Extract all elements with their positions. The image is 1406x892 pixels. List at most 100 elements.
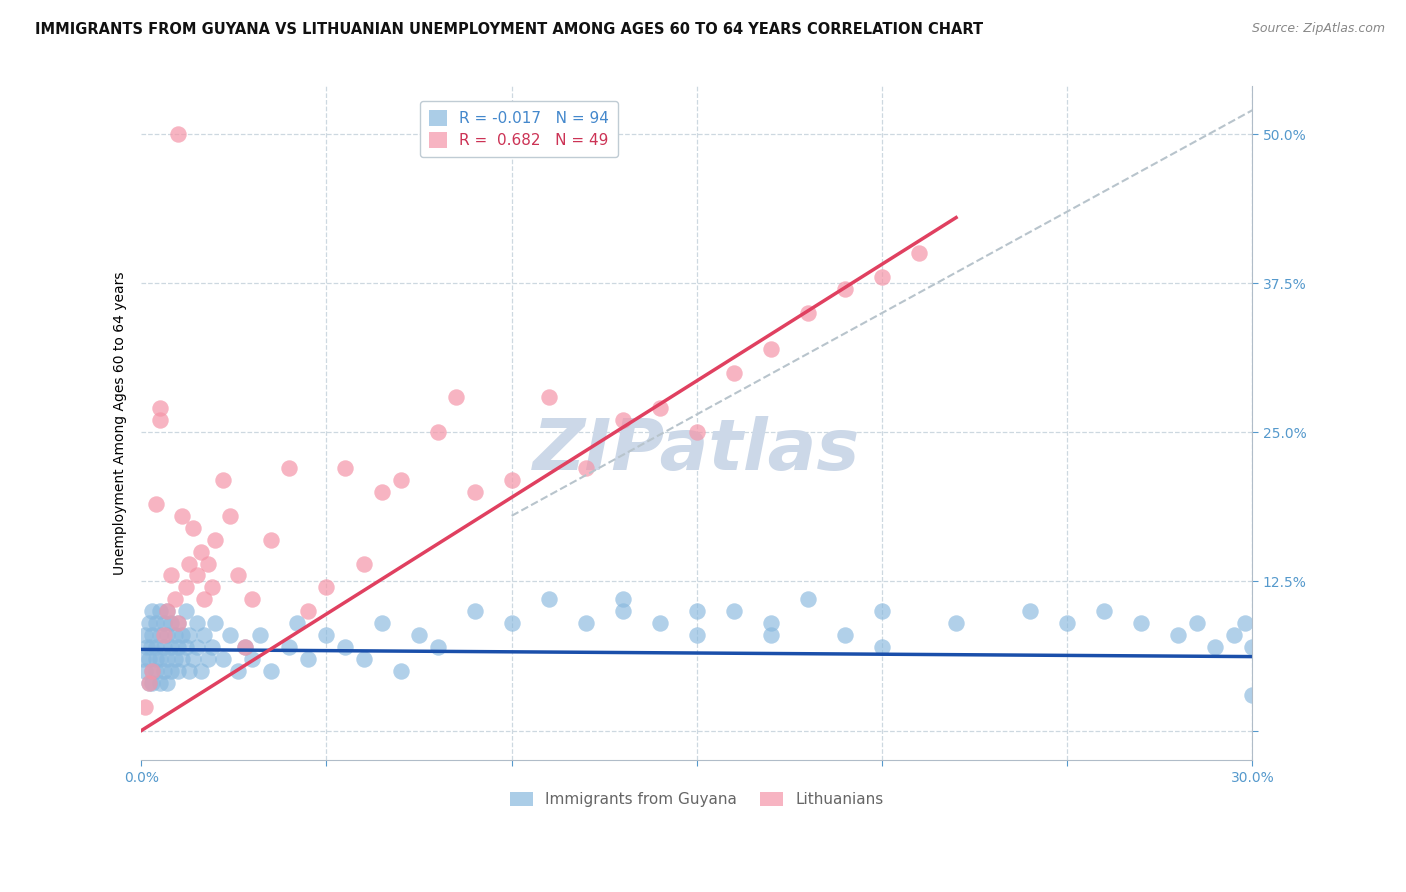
Point bbox=[152, 664, 174, 678]
Point bbox=[160, 568, 183, 582]
Point bbox=[612, 604, 634, 618]
Point bbox=[201, 640, 224, 654]
Point bbox=[197, 652, 219, 666]
Point bbox=[723, 604, 745, 618]
Point bbox=[170, 508, 193, 523]
Point bbox=[333, 461, 356, 475]
Point bbox=[1019, 604, 1042, 618]
Point bbox=[371, 616, 394, 631]
Point bbox=[211, 652, 233, 666]
Point bbox=[1241, 688, 1264, 702]
Point bbox=[315, 581, 337, 595]
Point bbox=[145, 640, 167, 654]
Point bbox=[333, 640, 356, 654]
Point bbox=[211, 473, 233, 487]
Point bbox=[759, 342, 782, 356]
Text: IMMIGRANTS FROM GUYANA VS LITHUANIAN UNEMPLOYMENT AMONG AGES 60 TO 64 YEARS CORR: IMMIGRANTS FROM GUYANA VS LITHUANIAN UNE… bbox=[35, 22, 983, 37]
Point bbox=[186, 640, 208, 654]
Point bbox=[648, 616, 671, 631]
Point bbox=[160, 640, 183, 654]
Y-axis label: Unemployment Among Ages 60 to 64 years: Unemployment Among Ages 60 to 64 years bbox=[114, 272, 128, 575]
Point bbox=[156, 604, 179, 618]
Text: ZIPatlas: ZIPatlas bbox=[533, 416, 860, 485]
Point bbox=[145, 652, 167, 666]
Point bbox=[575, 461, 598, 475]
Point bbox=[233, 640, 256, 654]
Point bbox=[156, 604, 179, 618]
Point bbox=[353, 652, 375, 666]
Point bbox=[186, 616, 208, 631]
Point bbox=[179, 628, 201, 642]
Point bbox=[537, 390, 560, 404]
Point bbox=[612, 413, 634, 427]
Point bbox=[193, 628, 215, 642]
Point bbox=[1223, 628, 1246, 642]
Point bbox=[163, 592, 186, 607]
Point bbox=[464, 485, 486, 500]
Point bbox=[297, 604, 319, 618]
Point bbox=[197, 557, 219, 571]
Point bbox=[132, 652, 155, 666]
Point bbox=[575, 616, 598, 631]
Point bbox=[149, 652, 172, 666]
Point bbox=[389, 664, 412, 678]
Point bbox=[759, 628, 782, 642]
Point bbox=[167, 664, 190, 678]
Point bbox=[1130, 616, 1153, 631]
Point bbox=[145, 616, 167, 631]
Point bbox=[797, 306, 820, 320]
Point bbox=[156, 676, 179, 690]
Point bbox=[174, 581, 197, 595]
Point bbox=[152, 640, 174, 654]
Point bbox=[315, 628, 337, 642]
Point bbox=[278, 640, 301, 654]
Point bbox=[501, 616, 523, 631]
Point bbox=[141, 604, 163, 618]
Point bbox=[686, 604, 709, 618]
Point bbox=[426, 640, 449, 654]
Point bbox=[141, 664, 163, 678]
Point bbox=[186, 568, 208, 582]
Point bbox=[134, 699, 156, 714]
Text: Source: ZipAtlas.com: Source: ZipAtlas.com bbox=[1251, 22, 1385, 36]
Point bbox=[145, 664, 167, 678]
Point bbox=[1185, 616, 1208, 631]
Point bbox=[797, 592, 820, 607]
Point bbox=[134, 664, 156, 678]
Point bbox=[612, 592, 634, 607]
Point bbox=[686, 425, 709, 440]
Point bbox=[204, 616, 226, 631]
Point bbox=[163, 652, 186, 666]
Point bbox=[149, 604, 172, 618]
Point bbox=[170, 652, 193, 666]
Point bbox=[648, 401, 671, 416]
Point bbox=[759, 616, 782, 631]
Point bbox=[204, 533, 226, 547]
Point bbox=[167, 616, 190, 631]
Point bbox=[426, 425, 449, 440]
Point bbox=[149, 413, 172, 427]
Point bbox=[193, 592, 215, 607]
Point bbox=[174, 640, 197, 654]
Point bbox=[389, 473, 412, 487]
Point bbox=[908, 246, 931, 260]
Point bbox=[834, 628, 856, 642]
Point bbox=[1167, 628, 1189, 642]
Point bbox=[260, 664, 283, 678]
Point bbox=[190, 544, 212, 558]
Point bbox=[242, 592, 264, 607]
Point bbox=[260, 533, 283, 547]
Point bbox=[156, 628, 179, 642]
Point bbox=[139, 640, 162, 654]
Point bbox=[834, 282, 856, 296]
Point bbox=[353, 557, 375, 571]
Point bbox=[242, 652, 264, 666]
Point bbox=[149, 401, 172, 416]
Point bbox=[219, 628, 242, 642]
Point bbox=[152, 616, 174, 631]
Point bbox=[138, 676, 160, 690]
Point bbox=[297, 652, 319, 666]
Point bbox=[135, 640, 157, 654]
Point bbox=[179, 664, 201, 678]
Point bbox=[285, 616, 308, 631]
